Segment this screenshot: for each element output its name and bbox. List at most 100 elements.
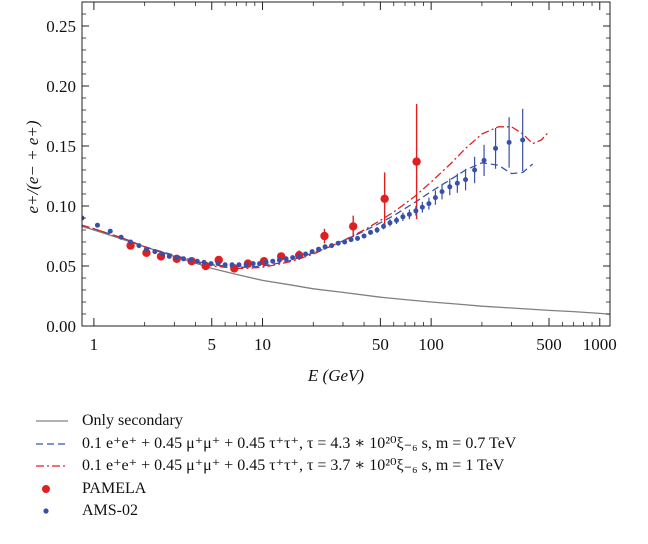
ams-point (348, 237, 354, 243)
x-tick-label: 500 (536, 335, 562, 354)
y-tick-label: 0.05 (46, 257, 76, 276)
ams-point (208, 261, 214, 267)
ams-point (520, 137, 526, 143)
x-tick-label: 50 (372, 335, 389, 354)
ams-point (250, 261, 256, 267)
ams-point (413, 208, 419, 214)
ams-point (257, 261, 263, 267)
legend-item-dm07: 0.1 e⁺e⁺ + 0.45 μ⁺μ⁺ + 0.45 τ⁺τ⁺, τ = 4.… (30, 433, 640, 456)
ams-point (136, 243, 142, 249)
ams-point (309, 249, 315, 255)
plot-area (82, 104, 610, 315)
ams-point (152, 249, 158, 255)
ams-point (400, 214, 406, 220)
ams-point (481, 157, 487, 163)
x-tick-label: 1000 (583, 335, 617, 354)
ams-point (290, 255, 296, 261)
ams-point (159, 251, 165, 257)
ams-point (432, 195, 438, 201)
legend-label-ams: AMS-02 (82, 502, 139, 520)
pamela-point (320, 231, 329, 241)
legend-label-dm07: 0.1 e⁺e⁺ + 0.45 μ⁺μ⁺ + 0.45 τ⁺τ⁺, τ = 4.… (82, 434, 517, 452)
ams-point (166, 253, 172, 259)
ams-point (426, 201, 432, 207)
x-axis-label: E (GeV) (307, 366, 365, 385)
pamela-point (142, 248, 151, 257)
ams-point (406, 211, 412, 217)
x-tick-label: 10 (254, 335, 271, 354)
ams-point (342, 239, 348, 245)
ams-point (143, 246, 149, 252)
legend-item-secondary: Only secondary (30, 410, 640, 433)
ams-point (472, 167, 478, 173)
chart-svg: 0.00 0.05 0.10 0.15 0.20 0.25 1 5 10 50 100 500 1000… (23, 1, 617, 385)
ams-point (374, 227, 380, 233)
y-tick-label: 0.25 (46, 17, 76, 36)
ams-point (329, 243, 335, 249)
ams-point (296, 253, 302, 259)
axes: 0.00 0.05 0.10 0.15 0.20 0.25 1 5 10 50 100 500 1000 (46, 1, 617, 354)
ams-point (322, 244, 328, 250)
ams-point (447, 184, 453, 190)
ams-point (222, 262, 228, 268)
legend-item-ams: AMS-02 (30, 500, 640, 523)
legend-swatch-dm07 (36, 443, 68, 445)
ams-point (393, 217, 399, 223)
ams-point (368, 229, 374, 235)
ams-point (94, 222, 100, 228)
legend-swatch-pamela (42, 484, 50, 493)
x-tick-label: 100 (418, 335, 444, 354)
ams-point (181, 256, 187, 262)
ams-point (188, 257, 194, 263)
series-line-1 (82, 162, 534, 268)
legend-item-dm1: 0.1 e⁺e⁺ + 0.45 μ⁺μ⁺ + 0.45 τ⁺τ⁺, τ = 3.… (30, 455, 640, 478)
ams-point (381, 223, 387, 229)
ams-point (229, 262, 235, 268)
y-tick-label: 0.00 (46, 317, 76, 336)
pamela-point (349, 222, 358, 231)
ams-point (419, 204, 425, 210)
x-tick-label: 1 (90, 335, 99, 354)
legend-label-secondary: Only secondary (82, 412, 183, 430)
x-tick-label: 5 (208, 335, 217, 354)
legend-item-pamela: PAMELA (30, 478, 640, 501)
pamela-point (412, 157, 421, 166)
pamela-point (380, 194, 389, 203)
ams-point (335, 240, 341, 246)
ams-point (194, 258, 200, 264)
legend-swatch-secondary (36, 420, 68, 422)
ams-point (263, 259, 269, 265)
y-axis-label: e+/(e− + e+) (23, 120, 42, 213)
ams-point (107, 228, 113, 234)
ams-point (361, 233, 367, 239)
legend: Only secondary 0.1 e⁺e⁺ + 0.45 μ⁺μ⁺ + 0.… (30, 410, 640, 523)
ams-point (439, 189, 445, 195)
ams-point (283, 256, 289, 262)
ams-point (276, 257, 282, 263)
ams-point (454, 180, 460, 186)
ams-point (118, 234, 124, 240)
plot-frame (81, 1, 611, 327)
legend-swatch-ams (43, 508, 49, 514)
ams-point (174, 255, 180, 261)
legend-label-dm1: 0.1 e⁺e⁺ + 0.45 μ⁺μ⁺ + 0.45 τ⁺τ⁺, τ = 3.… (82, 457, 505, 475)
ams-point (463, 177, 469, 183)
legend-label-pamela: PAMELA (82, 479, 147, 497)
legend-swatch-dm1 (36, 465, 68, 467)
ams-point (355, 235, 361, 241)
ams-point (201, 259, 207, 265)
ams-point (506, 139, 512, 145)
ams-point (493, 145, 499, 151)
pamela-point (126, 241, 135, 250)
ams-point (243, 262, 249, 268)
y-tick-label: 0.10 (46, 197, 76, 216)
series-line-2 (82, 126, 550, 270)
ams-point (128, 239, 134, 245)
y-tick-label: 0.15 (46, 137, 76, 156)
ams-point (303, 251, 309, 257)
ams-point (387, 220, 393, 226)
ams-point (236, 262, 242, 268)
ams-point (215, 261, 221, 267)
ams-point (316, 246, 322, 252)
y-tick-label: 0.20 (46, 77, 76, 96)
